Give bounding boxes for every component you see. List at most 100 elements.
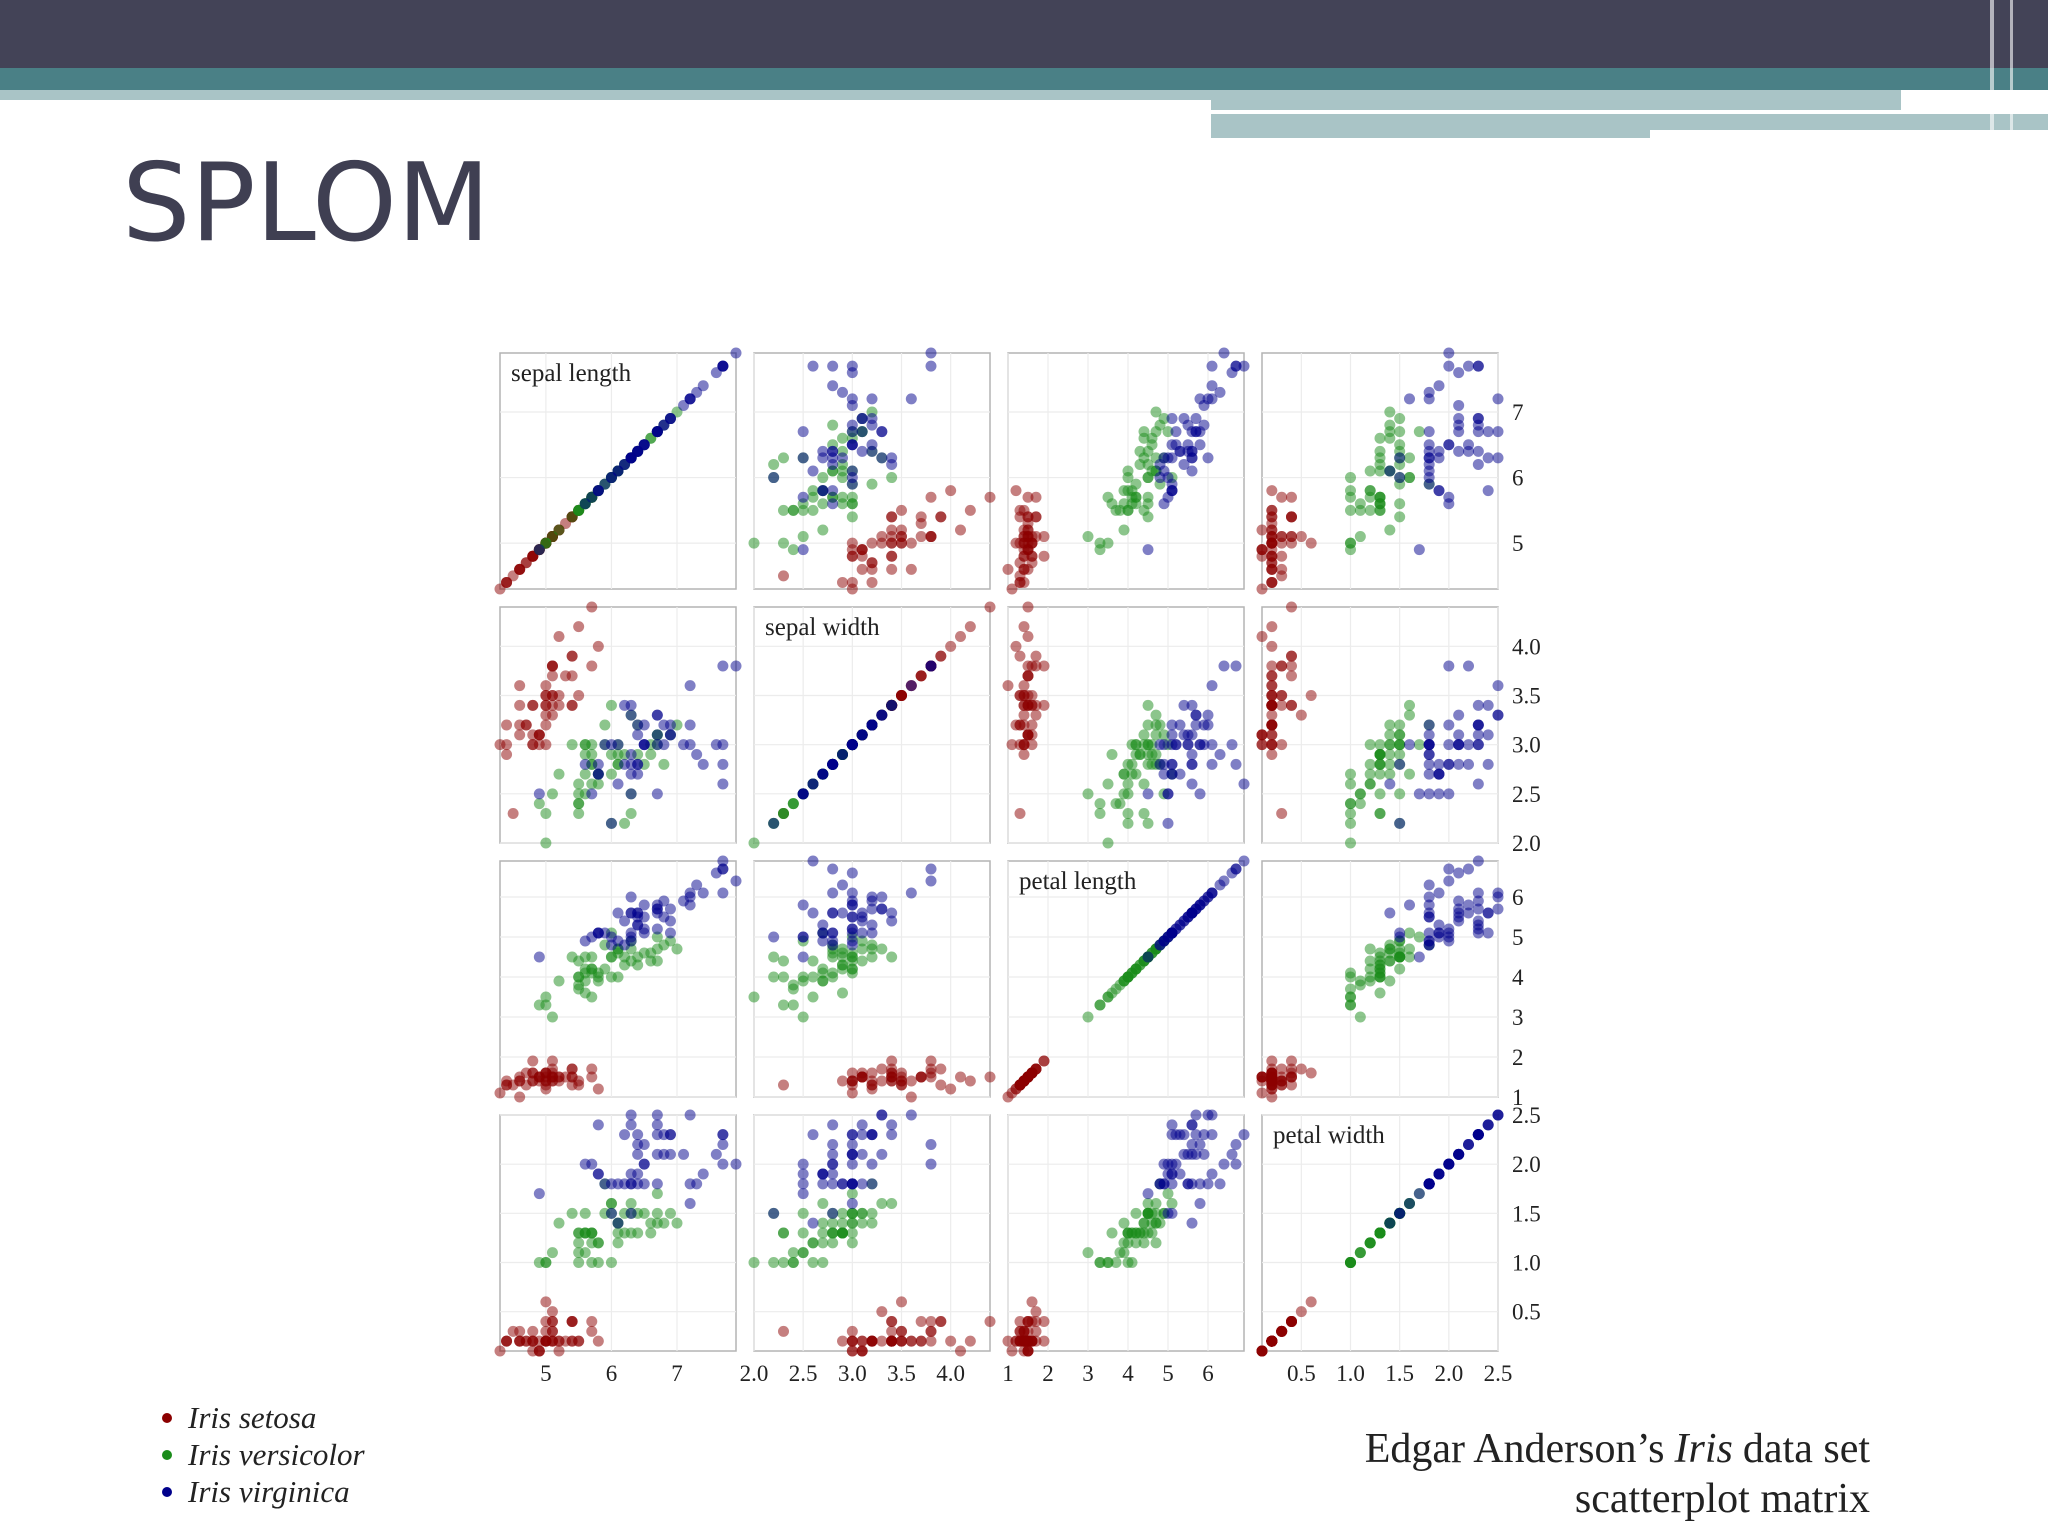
point (886, 907, 898, 919)
x-tick-label: 2.0 (740, 1361, 769, 1386)
point (1482, 907, 1494, 919)
point (632, 1178, 644, 1190)
point (778, 1257, 789, 1268)
point (1186, 778, 1198, 790)
point (866, 537, 878, 549)
y-tick-label: 5 (1512, 531, 1524, 556)
point (1394, 739, 1406, 751)
point (846, 439, 858, 451)
point (778, 1079, 789, 1091)
point (1238, 855, 1250, 867)
point (671, 1217, 683, 1229)
point (1384, 465, 1396, 477)
point (797, 899, 809, 911)
point (1394, 426, 1406, 438)
point (817, 1257, 829, 1268)
panel (748, 1109, 996, 1357)
point (856, 1217, 868, 1229)
x-tick-label: 3 (1082, 1361, 1094, 1386)
point (1463, 758, 1474, 770)
point (1190, 413, 1202, 425)
point (1354, 798, 1366, 810)
point (817, 1217, 829, 1229)
point (1094, 537, 1106, 549)
point (1162, 426, 1174, 438)
point (1094, 798, 1106, 810)
point (1182, 739, 1194, 751)
point (1404, 739, 1415, 751)
point (625, 1198, 637, 1209)
point (1206, 1109, 1218, 1121)
point (540, 1335, 552, 1347)
point (1345, 491, 1356, 503)
point (1276, 537, 1288, 549)
x-tick-label: 3.0 (838, 1361, 867, 1386)
point (1453, 758, 1465, 770)
point (1394, 439, 1406, 451)
point (1142, 817, 1154, 829)
point (619, 458, 631, 470)
point (827, 1168, 839, 1180)
point (846, 1335, 858, 1347)
point (1230, 1158, 1242, 1170)
point (1142, 1188, 1154, 1200)
point (1482, 426, 1494, 438)
point (1345, 837, 1356, 849)
point (1082, 1011, 1094, 1023)
x-tick-label: 5 (1162, 1361, 1174, 1386)
point (514, 719, 526, 731)
point (625, 749, 637, 760)
point (1276, 570, 1288, 582)
point (955, 1071, 966, 1083)
point (1194, 1139, 1206, 1150)
point (886, 1071, 898, 1083)
point (925, 1316, 937, 1327)
point (846, 478, 858, 490)
point (1384, 432, 1396, 444)
point (501, 739, 513, 751)
y-tick-label: 2.0 (1512, 831, 1541, 856)
point (1150, 426, 1162, 438)
point (625, 1168, 637, 1180)
point (1374, 491, 1386, 503)
point (1138, 504, 1150, 516)
point (817, 1168, 829, 1180)
point (1472, 445, 1484, 457)
point (1364, 504, 1376, 516)
point (1364, 768, 1376, 780)
point (1146, 739, 1158, 751)
point (797, 1178, 809, 1190)
point (807, 778, 819, 790)
point (807, 855, 819, 867)
point (797, 1247, 809, 1259)
point (1423, 739, 1435, 751)
point (925, 531, 937, 543)
slide-title: SPLOM (122, 141, 490, 266)
point (514, 729, 526, 741)
point (1158, 768, 1170, 780)
point (632, 1148, 644, 1160)
point (1214, 749, 1226, 760)
point (817, 975, 829, 987)
point (1126, 967, 1138, 979)
point (846, 1067, 858, 1079)
point (797, 971, 809, 983)
point (1190, 903, 1202, 915)
point (592, 768, 604, 780)
point (846, 1325, 858, 1337)
point (1266, 640, 1278, 652)
point (1038, 660, 1050, 672)
point (684, 1178, 696, 1190)
point (778, 955, 789, 967)
point (645, 1227, 657, 1239)
point (925, 1325, 937, 1337)
point (540, 739, 552, 751)
point (1022, 1345, 1034, 1357)
point (592, 758, 604, 770)
point (1106, 1227, 1118, 1239)
point (896, 1067, 907, 1079)
point (837, 472, 848, 484)
y-tick-label: 2.0 (1512, 1152, 1541, 1177)
point (1286, 601, 1297, 613)
point (1018, 1335, 1030, 1347)
